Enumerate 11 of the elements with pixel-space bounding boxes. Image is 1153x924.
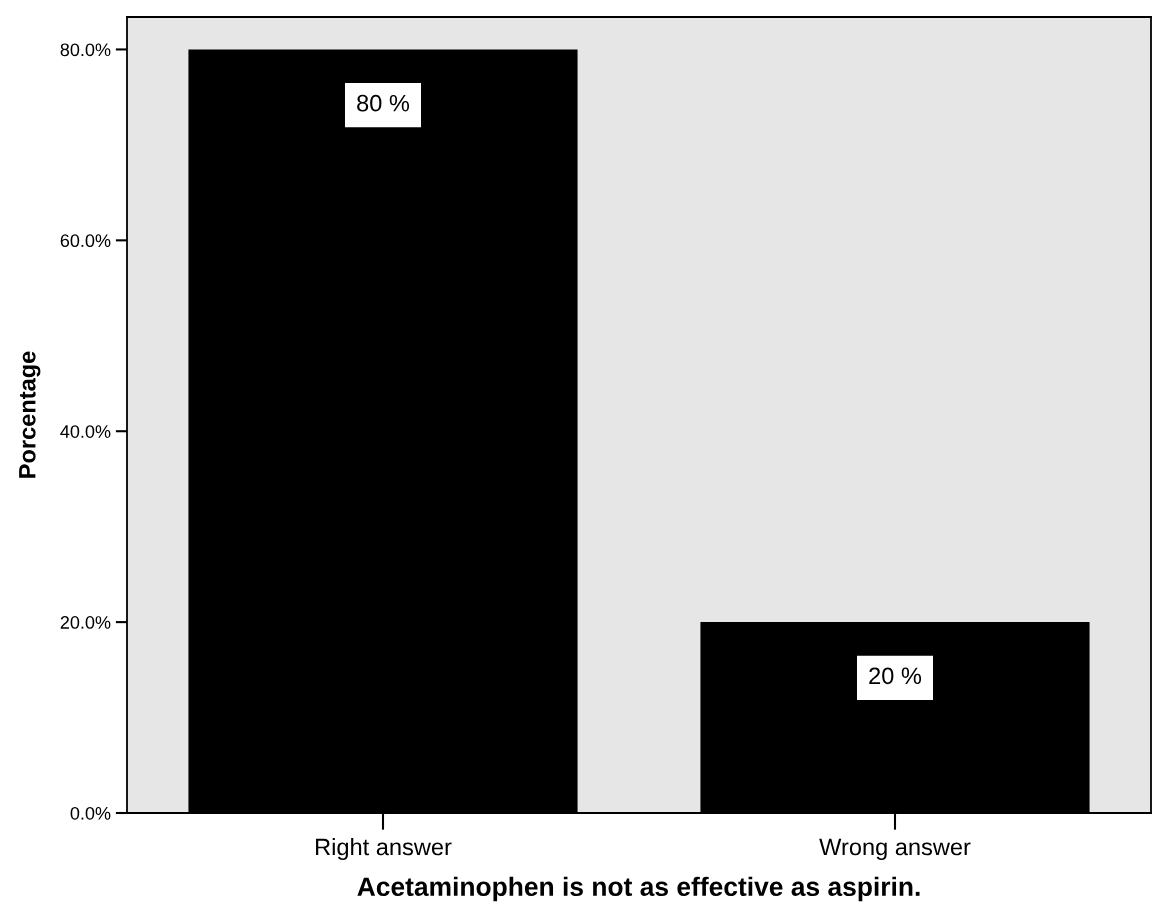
- x-tick-label: Right answer: [316, 838, 452, 861]
- y-tick-label: 80.0%: [60, 43, 111, 57]
- y-tick-label: 40.0%: [60, 425, 111, 438]
- y-tick-label: 20.0%: [60, 616, 111, 629]
- x-axis-title: Acetaminophen is not as effective as aspirin.: [357, 876, 920, 902]
- y-tick-label: 0.0%: [70, 806, 111, 820]
- y-axis-title: Porcentage: [19, 351, 41, 478]
- data-label: 20 %: [869, 667, 922, 685]
- x-tick-label: Wrong answer: [819, 838, 971, 861]
- data-label: 80 %: [357, 94, 410, 112]
- y-tick-label: 60.0%: [60, 234, 111, 248]
